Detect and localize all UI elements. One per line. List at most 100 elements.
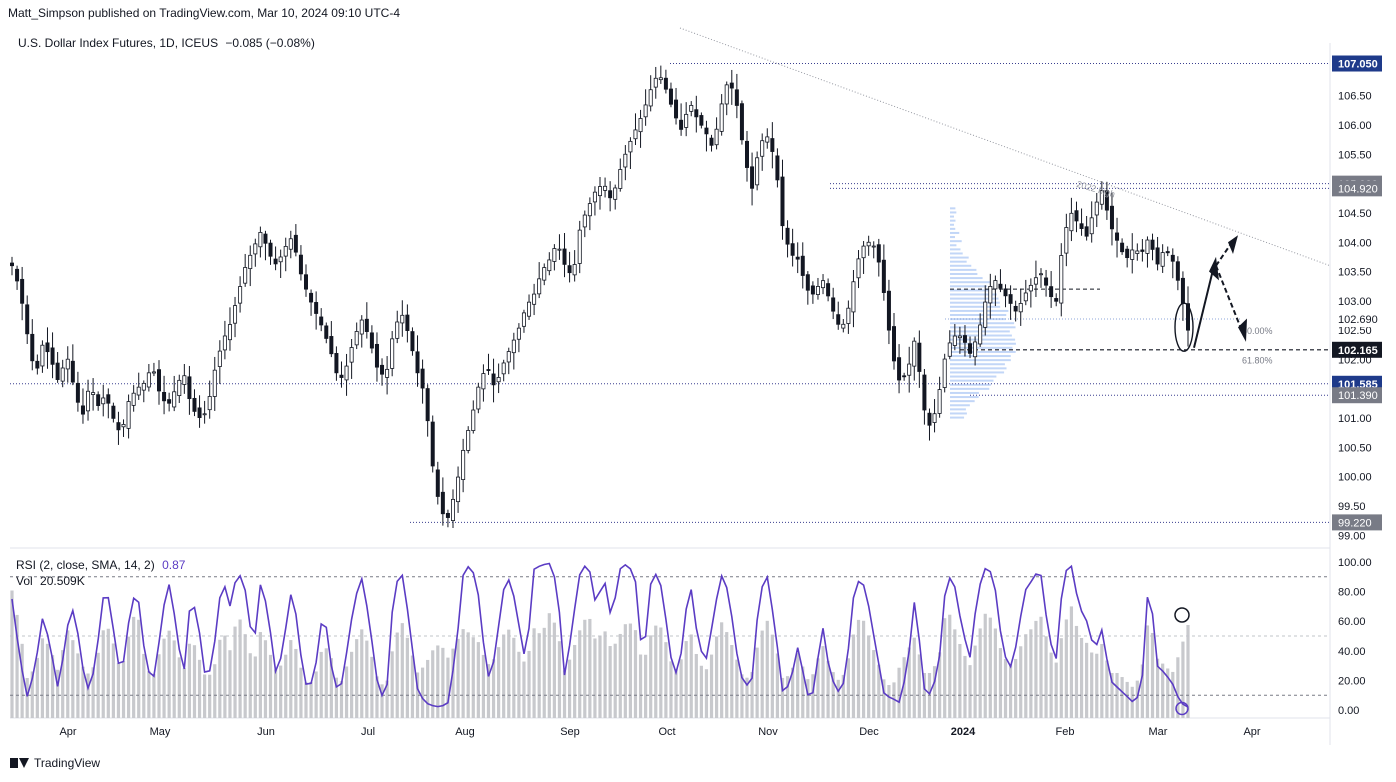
candle-body	[592, 191, 597, 203]
volume-profile-row	[950, 363, 1005, 366]
volume-bar	[1039, 616, 1043, 718]
candle-body	[435, 469, 440, 497]
candle-body	[729, 82, 734, 89]
volume-profile-row	[950, 215, 954, 218]
horizontal-levels	[10, 63, 1330, 523]
volume-bar	[456, 638, 460, 718]
candle-body	[810, 285, 815, 295]
candle-body	[450, 498, 455, 521]
volume-bar	[958, 644, 962, 718]
candle-body	[309, 292, 314, 303]
candle-body	[653, 77, 658, 88]
candle-body	[319, 316, 324, 326]
volume-bar	[101, 630, 105, 718]
volume-bar	[375, 676, 379, 718]
volume-profile-row	[950, 207, 956, 210]
candle-body	[973, 341, 978, 358]
candle-body	[815, 286, 820, 295]
rsi-legend[interactable]: RSI (2, close, SMA, 14, 2) 0.87	[16, 558, 185, 572]
volume-profile-row	[950, 416, 965, 419]
volume-bar	[1125, 681, 1129, 718]
candle-body	[826, 283, 831, 297]
volume-profile-row	[950, 350, 1016, 353]
candle-body	[557, 248, 562, 251]
candle-body	[643, 104, 648, 118]
volume-bar	[1155, 658, 1160, 718]
volume-bar	[603, 631, 607, 718]
volume-bar	[147, 670, 151, 718]
volume-bar	[395, 632, 399, 718]
candle-body	[70, 360, 75, 383]
volume-bar	[350, 651, 354, 718]
volume-bar	[1181, 641, 1185, 718]
candle-body	[1003, 288, 1008, 297]
candle-body	[998, 283, 1003, 289]
candle-body	[298, 254, 303, 275]
candle-body	[65, 358, 70, 370]
volume-profile-row	[950, 367, 1007, 370]
volume-bar	[390, 651, 394, 718]
volume-bar	[649, 635, 653, 718]
candle-body	[947, 342, 952, 357]
volume-bar	[770, 634, 774, 718]
volume-bar	[355, 639, 359, 718]
volume-bar	[248, 653, 252, 718]
candle-body	[80, 405, 85, 415]
candle-body	[263, 233, 268, 244]
volume-bar	[1166, 668, 1170, 718]
volume-profile-row	[950, 264, 972, 267]
price-badge	[1332, 55, 1382, 72]
volume-bar	[887, 684, 891, 718]
candle-body	[1008, 294, 1013, 304]
volume-bar	[426, 659, 430, 718]
rsi-tick: 40.00	[1338, 646, 1366, 658]
candle-body	[831, 297, 836, 312]
volume-bar	[552, 622, 556, 718]
volume-bar	[172, 640, 176, 718]
candle-body	[1130, 249, 1135, 260]
candle-body	[303, 274, 308, 290]
volume-profile-row	[950, 236, 956, 239]
candle-body	[445, 512, 450, 518]
candle-body	[962, 335, 967, 343]
volume-bar	[167, 630, 171, 718]
candle-body	[1145, 239, 1150, 254]
volume-bar	[760, 630, 764, 718]
volume-bar	[243, 634, 247, 718]
volume-bar	[826, 660, 830, 718]
volume-bar	[1115, 673, 1119, 718]
vol-label: Vol	[16, 574, 33, 588]
symbol-title[interactable]: U.S. Dollar Index Futures, 1D, ICEUS	[18, 36, 219, 50]
volume-bar	[1044, 636, 1048, 718]
volume-profile-row	[950, 314, 1007, 317]
volume-bar	[714, 636, 719, 718]
candle-body	[785, 227, 790, 245]
candle-body	[724, 84, 729, 105]
candle-body	[349, 347, 354, 363]
candle-body	[430, 421, 435, 467]
candle-body	[846, 307, 851, 324]
candle-body	[405, 314, 410, 331]
volume-bar	[856, 619, 861, 718]
volume-bar	[821, 646, 825, 718]
candle-body	[587, 203, 592, 217]
volume-bar	[481, 654, 486, 718]
candle-body	[314, 302, 319, 314]
candle-body	[248, 254, 253, 270]
volume-bar	[694, 653, 698, 718]
volume-bar	[400, 623, 404, 718]
footer-brand[interactable]: TradingView	[34, 756, 101, 770]
footer: TradingView	[10, 756, 100, 770]
candle-body	[50, 347, 55, 365]
vol-legend[interactable]: Vol 20.509K	[16, 574, 85, 588]
candle-body	[684, 113, 689, 128]
time-tick: May	[150, 726, 171, 738]
volume-profile-row	[950, 305, 1001, 308]
candle-body	[745, 140, 750, 168]
volume-bar	[613, 643, 617, 718]
volume-bar	[512, 637, 516, 718]
candle-body	[1104, 190, 1109, 211]
candle-body	[167, 399, 172, 404]
volume-bar	[334, 677, 339, 718]
